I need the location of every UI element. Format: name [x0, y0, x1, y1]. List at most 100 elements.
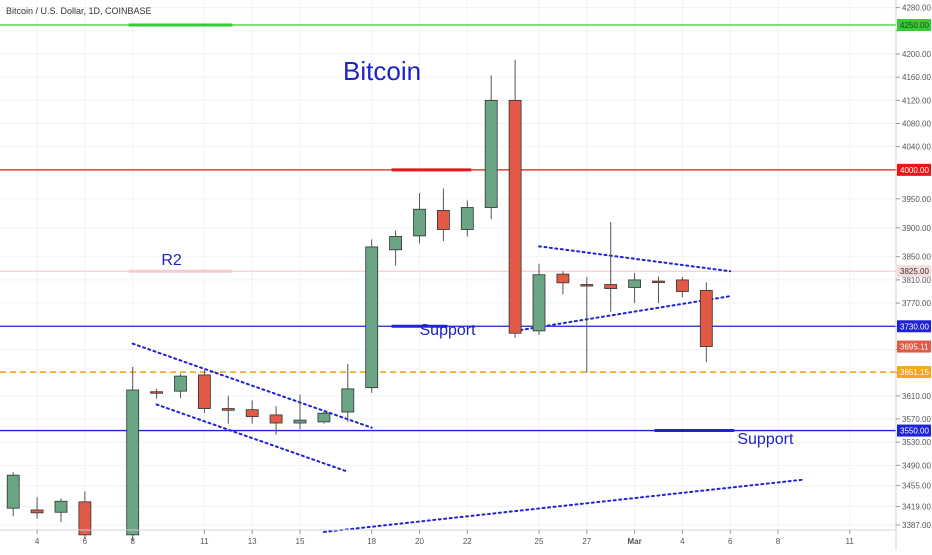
time-tick-label: 8 [776, 537, 781, 546]
price-tick-label: 3490.00 [902, 461, 931, 470]
price-badge: 3825.00 [897, 265, 931, 278]
candle-layer [6, 59, 713, 541]
candle [484, 75, 498, 220]
candle [580, 277, 594, 373]
time-axis[interactable]: 4 6 8 11 13 15 18 20 22 25 27 Mar 4 6 8 11 [0, 529, 896, 546]
candle-body-up [174, 375, 187, 392]
price-badge: 4250.00 [897, 19, 931, 31]
price-badge-bg [897, 366, 931, 379]
chart-annotation: R2 [161, 252, 182, 269]
price-badge-bg [897, 340, 931, 353]
time-tick-label: 15 [296, 537, 305, 546]
price-tick-label: 4160.00 [902, 73, 931, 82]
price-tick-label: 3570.00 [902, 415, 931, 424]
candle-body-up [484, 99, 498, 208]
candle [269, 406, 283, 435]
price-tick-label: 3419.00 [902, 502, 931, 511]
time-tick-label: 20 [415, 537, 424, 546]
candle [628, 272, 641, 304]
candle [78, 491, 92, 540]
candle-body-up [413, 208, 426, 237]
candle [6, 472, 20, 517]
candle [174, 373, 187, 399]
candle-body-down [221, 408, 235, 411]
price-badge: 3730.00 [897, 320, 931, 333]
trendline [155, 403, 349, 473]
trendline [538, 245, 732, 273]
candle-body-down [150, 391, 164, 394]
candle-body-up [317, 412, 331, 423]
candle [508, 59, 522, 338]
trend-layer [131, 245, 803, 533]
price-tick-label: 3810.00 [902, 276, 931, 285]
price-tick-label: 3850.00 [902, 253, 931, 262]
candle [30, 497, 44, 519]
price-badge-label: 3695.11 [900, 343, 929, 352]
price-tick-label: 4040.00 [902, 143, 931, 152]
time-tick-label: 6 [83, 537, 88, 546]
candle-body-up [389, 236, 403, 251]
candle [413, 193, 426, 244]
candle-body-up [293, 419, 307, 424]
time-tick-label: 25 [535, 537, 544, 546]
candle-body-up [341, 388, 355, 413]
chart-annotation: Support [420, 322, 477, 339]
price-axis[interactable]: 4280.00 4200.00 4160.00 4120.00 4080.00 4040.… [895, 0, 931, 550]
candle [150, 388, 164, 399]
time-tick-label: 4 [680, 537, 685, 546]
price-badge-bg [897, 163, 931, 176]
levels-layer [0, 23, 896, 433]
price-tick-label: 3455.00 [902, 482, 931, 491]
price-tick-label: 4080.00 [902, 119, 931, 128]
candle [317, 412, 331, 424]
time-tick-label: 27 [582, 537, 591, 546]
candle [126, 366, 140, 541]
candle-body-down [580, 284, 594, 287]
time-tick-label: Mar [627, 537, 641, 546]
price-badge: 3550.00 [897, 424, 931, 437]
candle [532, 263, 546, 335]
price-badge-label: 4250.00 [900, 21, 929, 30]
price-badge-bg [897, 320, 931, 333]
price-badge: 3695.11 [897, 340, 931, 353]
time-tick-label: 8 [130, 537, 135, 546]
candle [556, 271, 570, 295]
candle [389, 230, 403, 266]
price-badge-bg [897, 265, 931, 278]
candle-body-down [699, 289, 713, 347]
candle-body-up [628, 279, 641, 288]
candle-body-down [556, 273, 570, 284]
candle-body-down [78, 501, 92, 536]
candle-body-down [197, 374, 211, 409]
price-badge-label: 3651.15 [900, 368, 929, 377]
candle [245, 400, 259, 424]
price-tick-label: 3387.00 [902, 521, 931, 530]
candle-body-up [460, 207, 474, 230]
price-tick-label: 3770.00 [902, 299, 931, 308]
price-badge-label: 3550.00 [900, 427, 929, 436]
time-tick-label: 13 [248, 537, 257, 546]
candle [699, 282, 713, 363]
candle-body-down [652, 280, 665, 283]
price-badge-bg [897, 19, 931, 31]
price-badge-label: 4000.00 [900, 166, 929, 175]
candle-body-down [269, 414, 283, 424]
candle [676, 277, 689, 298]
symbol-title: Bitcoin / U.S. Dollar, 1D, COINBASE [6, 6, 152, 16]
trendline [514, 295, 732, 332]
candle-body-down [508, 99, 522, 334]
candle-body-down [30, 509, 44, 514]
time-tick-label: 11 [200, 537, 209, 546]
time-tick-label: 4 [35, 537, 40, 546]
candle [293, 394, 307, 430]
candle-body-up [532, 274, 546, 332]
price-badge: 3651.15 [897, 366, 931, 379]
candle [197, 369, 211, 414]
candle [460, 200, 474, 237]
candle [436, 188, 450, 242]
chart-annotation: Bitcoin [343, 56, 421, 86]
candle-body-down [676, 279, 689, 292]
candle-body-down [245, 409, 259, 418]
